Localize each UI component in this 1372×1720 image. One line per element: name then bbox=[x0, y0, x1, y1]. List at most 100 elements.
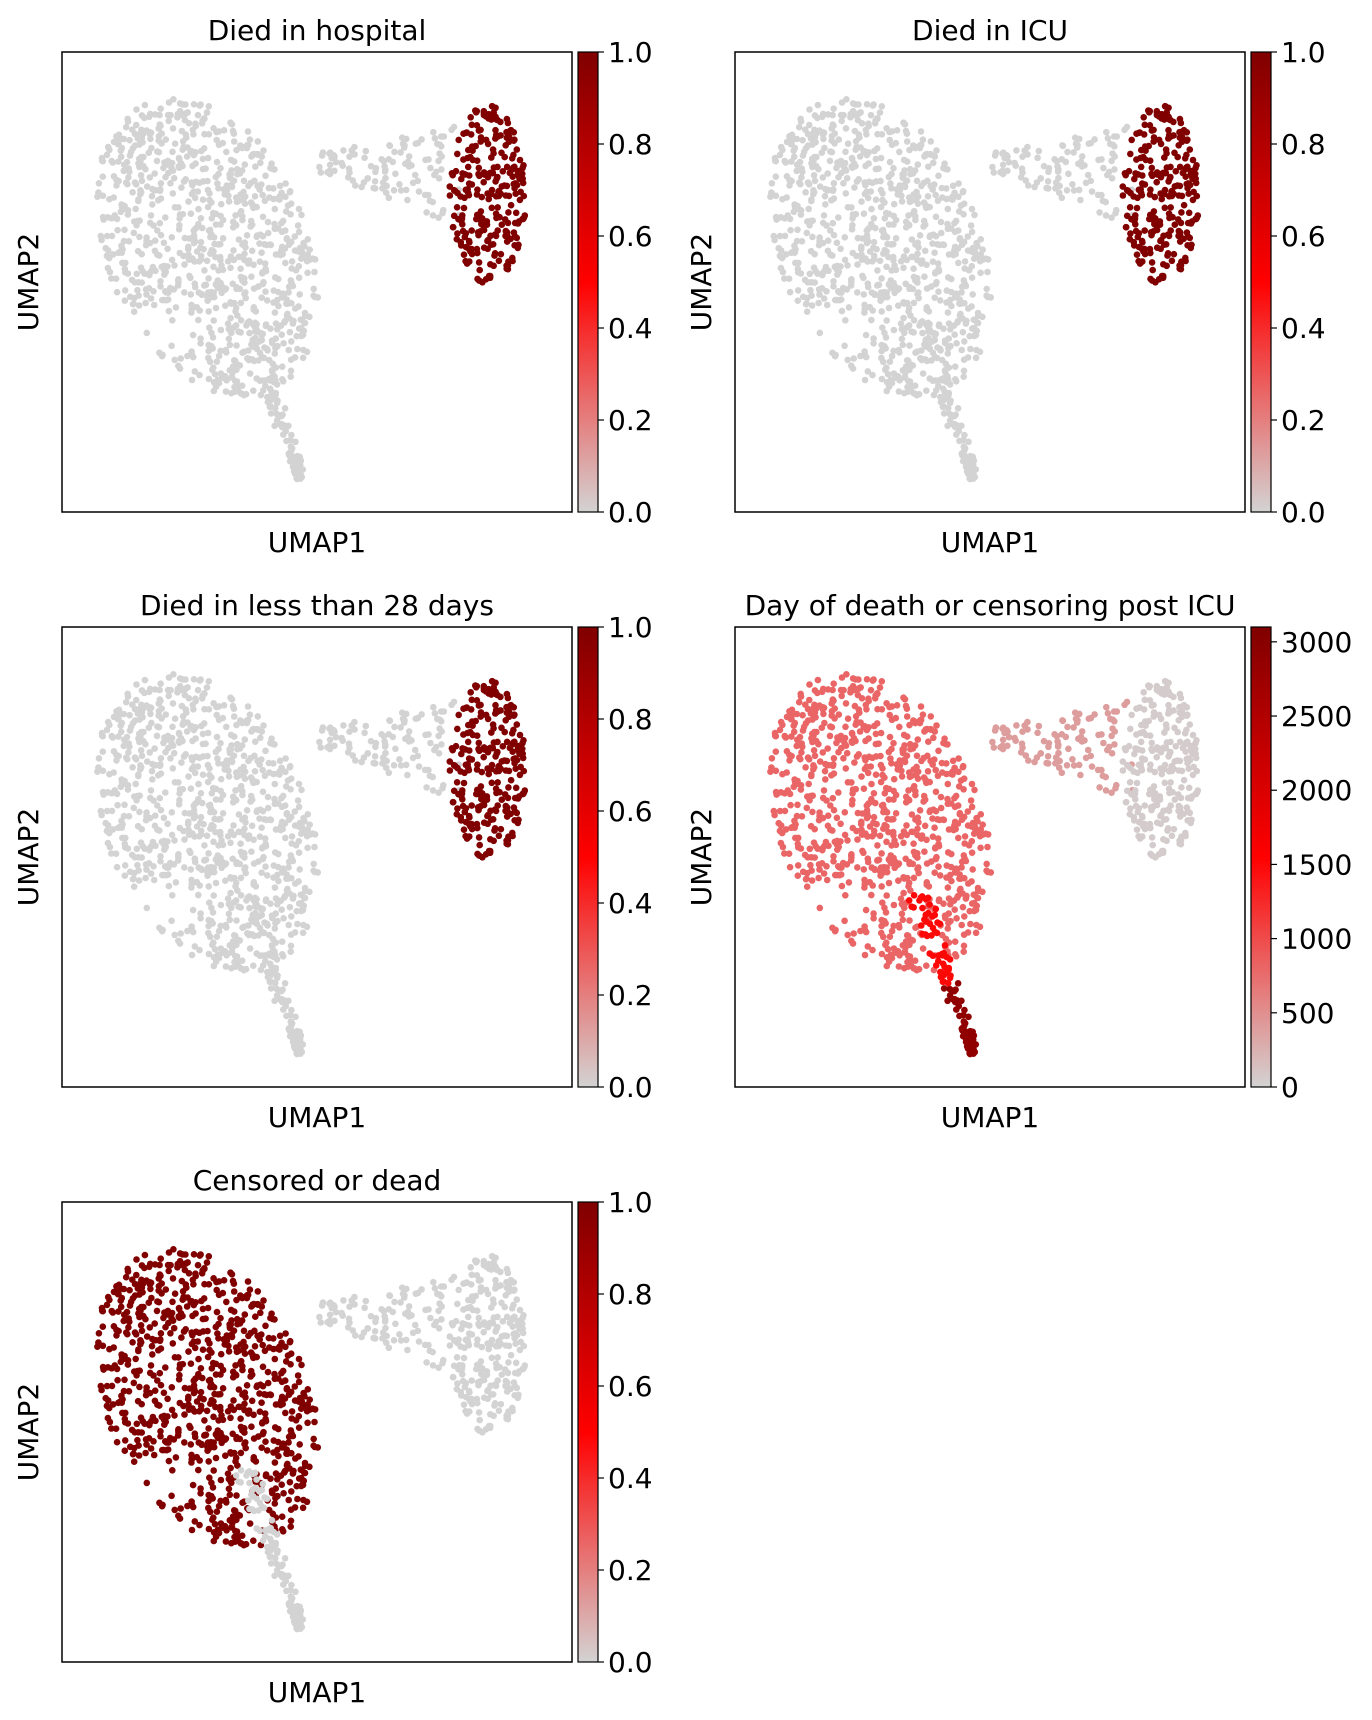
scatter-point bbox=[516, 731, 524, 739]
scatter-point bbox=[124, 690, 131, 698]
scatter-point bbox=[797, 786, 805, 793]
scatter-point bbox=[278, 818, 286, 826]
scatter-point bbox=[208, 246, 215, 254]
scatter-point bbox=[185, 251, 192, 258]
scatter-point bbox=[156, 252, 163, 259]
scatter-point bbox=[823, 863, 830, 870]
scatter-point bbox=[185, 773, 192, 780]
scatter-point bbox=[791, 817, 798, 825]
scatter-point bbox=[1163, 262, 1170, 270]
scatter-point bbox=[197, 335, 204, 342]
scatter-point bbox=[247, 774, 255, 781]
scatter-point bbox=[122, 698, 130, 706]
scatter-point bbox=[402, 160, 409, 168]
scatter-point bbox=[233, 721, 240, 729]
scatter-point bbox=[474, 229, 482, 236]
scatter-point bbox=[1058, 194, 1066, 202]
scatter-point bbox=[922, 356, 929, 363]
scatter-point bbox=[117, 147, 124, 154]
scatter-point bbox=[215, 185, 222, 192]
scatter-point bbox=[1137, 163, 1145, 171]
scatter-point bbox=[455, 136, 463, 144]
scatter-point bbox=[771, 811, 778, 819]
scatter-point bbox=[900, 889, 907, 897]
scatter-point bbox=[155, 197, 162, 204]
scatter-point bbox=[494, 708, 502, 715]
scatter-point bbox=[797, 845, 805, 852]
scatter-point bbox=[892, 266, 900, 274]
scatter-point bbox=[124, 755, 131, 763]
scatter-point bbox=[169, 167, 177, 174]
scatter-point bbox=[885, 856, 893, 863]
scatter-point bbox=[124, 211, 132, 218]
scatter-point bbox=[131, 705, 139, 713]
scatter-point bbox=[230, 177, 238, 184]
scatter-point bbox=[133, 681, 140, 688]
scatter-point bbox=[503, 182, 511, 190]
scatter-point bbox=[877, 154, 885, 162]
scatter-point bbox=[878, 341, 885, 349]
scatter-point bbox=[835, 748, 842, 756]
scatter-point bbox=[983, 285, 990, 293]
scatter-point bbox=[861, 348, 868, 355]
scatter-point bbox=[805, 205, 812, 213]
scatter-point bbox=[293, 907, 301, 915]
scatter-point bbox=[919, 329, 926, 337]
scatter-point bbox=[806, 121, 813, 129]
scatter-point bbox=[482, 851, 490, 858]
scatter-point bbox=[208, 215, 216, 222]
scatter-point bbox=[952, 217, 960, 225]
scatter-point bbox=[129, 189, 136, 196]
scatter-point bbox=[213, 733, 221, 741]
scatter-point bbox=[205, 275, 212, 282]
scatter-point bbox=[509, 748, 516, 755]
scatter-point bbox=[269, 969, 277, 976]
scatter-point bbox=[815, 299, 822, 307]
scatter-point bbox=[193, 878, 201, 886]
scatter-point bbox=[888, 716, 896, 724]
scatter-point bbox=[511, 794, 519, 802]
scatter-point bbox=[202, 165, 209, 172]
scatter-point bbox=[1161, 204, 1169, 212]
scatter-point bbox=[168, 917, 175, 925]
scatter-point bbox=[143, 758, 151, 765]
scatter-point bbox=[939, 769, 946, 776]
scatter-point bbox=[878, 308, 885, 315]
scatter-point bbox=[870, 340, 877, 347]
scatter-point bbox=[509, 173, 516, 180]
scatter-point bbox=[974, 319, 981, 327]
scatter-point bbox=[919, 711, 927, 718]
scatter-point bbox=[190, 151, 198, 159]
scatter-point bbox=[940, 816, 948, 824]
scatter-point bbox=[1176, 182, 1184, 190]
scatter-point bbox=[435, 157, 442, 165]
scatter-point bbox=[272, 895, 280, 902]
scatter-point bbox=[814, 676, 822, 684]
scatter-point bbox=[809, 233, 816, 241]
scatter-point bbox=[1102, 787, 1110, 794]
scatter-point bbox=[930, 734, 937, 742]
scatter-point bbox=[1147, 249, 1154, 257]
scatter-point bbox=[296, 244, 304, 252]
scatter-point bbox=[890, 832, 897, 839]
scatter-point bbox=[910, 840, 917, 847]
scatter-point bbox=[956, 437, 963, 445]
scatter-point bbox=[977, 844, 984, 852]
scatter-point bbox=[119, 834, 126, 842]
scatter-point bbox=[148, 767, 156, 775]
scatter-point bbox=[915, 869, 922, 877]
scatter-point bbox=[475, 164, 483, 172]
scatter-point bbox=[934, 835, 942, 842]
scatter-point bbox=[949, 768, 956, 775]
scatter-point bbox=[262, 896, 270, 903]
scatter-point bbox=[229, 793, 237, 801]
scatter-point bbox=[878, 929, 885, 937]
scatter-point bbox=[885, 281, 893, 288]
scatter-point bbox=[477, 713, 485, 720]
scatter-point bbox=[217, 164, 224, 172]
scatter-point bbox=[921, 273, 928, 281]
scatter-point bbox=[158, 927, 166, 935]
scatter-point bbox=[502, 717, 510, 724]
scatter-point bbox=[1150, 126, 1157, 134]
scatter-point bbox=[977, 811, 985, 818]
